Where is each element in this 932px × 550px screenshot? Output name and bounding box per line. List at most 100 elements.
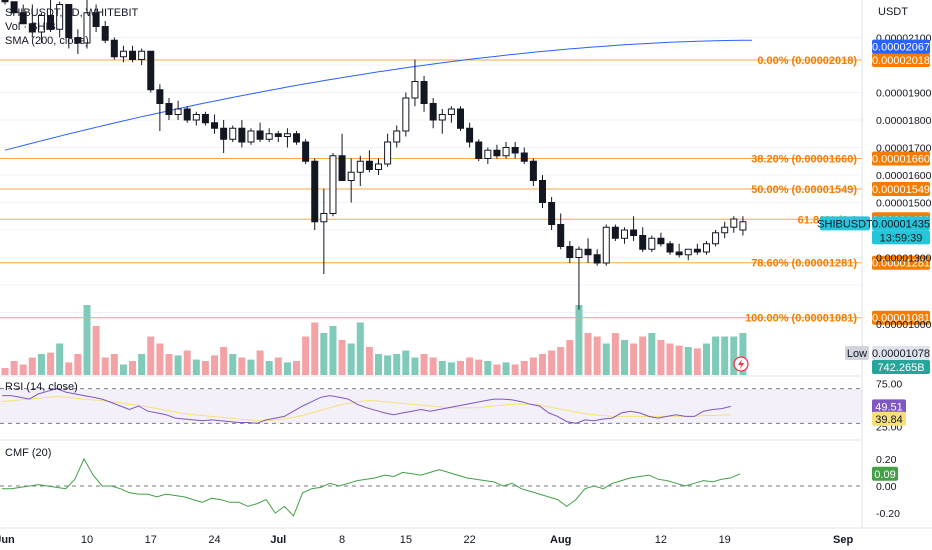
fib-label: 78.60% (0.00001281): [751, 258, 857, 270]
volume-bar: [320, 333, 328, 375]
volume-bar: [238, 357, 246, 375]
fib-badge-text: 0.00001660: [872, 154, 930, 166]
candle-body: [639, 235, 647, 250]
candle-body: [393, 130, 401, 143]
sma-badge: 0.00002067: [872, 42, 930, 54]
rsi-legend[interactable]: RSI (14, close): [5, 381, 78, 393]
volume-bar: [138, 354, 146, 375]
rsi-value-badge: 49.51: [875, 401, 903, 413]
candle-body: [347, 171, 355, 181]
volume-bar: [420, 354, 428, 375]
price-tick: 0.00001000: [876, 319, 932, 331]
symbol-badge-box: [820, 216, 870, 231]
candle-body: [129, 50, 137, 60]
candle-body: [265, 133, 273, 140]
volume-bar: [557, 347, 565, 375]
candle-body: [110, 39, 118, 58]
volume-bar: [101, 357, 109, 375]
candle-body: [693, 248, 701, 253]
volume-bar: [402, 350, 410, 375]
price-tick: 0.00001600: [876, 170, 932, 182]
candle-body: [375, 163, 383, 170]
fib-badge: [872, 151, 930, 166]
low-label-badge: Low: [847, 348, 867, 360]
candle-body: [65, 4, 73, 38]
candle-body: [538, 180, 546, 203]
candle-body: [229, 127, 237, 140]
sma-legend[interactable]: SMA (200, close): [5, 35, 89, 47]
volume-bar: [65, 362, 73, 375]
candle-body: [520, 152, 528, 162]
volume-bar: [721, 336, 729, 375]
volume-bar: [429, 357, 437, 375]
volume-bar: [693, 348, 701, 375]
fib-badge: [872, 310, 930, 325]
candle-body: [174, 108, 182, 115]
countdown-badge-box: [872, 230, 930, 245]
volume-bar: [438, 361, 446, 375]
time-label: 8: [339, 534, 345, 546]
candle-body: [511, 147, 519, 154]
candle-body: [365, 160, 373, 170]
rsi-tick: 75.00: [876, 379, 902, 391]
time-axis-labels: Jun 10 17 24 Jul 8 15 22 Aug 12 19 Sep: [0, 534, 853, 546]
candle-body: [101, 26, 109, 41]
candle-body: [493, 149, 501, 157]
candles: [1, 0, 747, 310]
time-label: 17: [145, 534, 157, 546]
volume-bar: [639, 336, 647, 375]
candle-body: [10, 1, 18, 14]
candle-body: [484, 149, 492, 159]
fib-label: 38.20% (0.00001660): [751, 154, 857, 166]
candle-body: [311, 160, 319, 223]
candle-body: [165, 103, 173, 115]
rsi-ma-line: [1, 395, 731, 422]
price-tick: 0.00001300: [876, 253, 932, 265]
candle-body: [92, 12, 100, 27]
currency-label[interactable]: USDT: [878, 6, 908, 18]
volume-bar: [356, 322, 364, 375]
candle-body: [192, 114, 200, 121]
volume-bar: [247, 359, 255, 375]
candle-body: [575, 248, 583, 258]
time-label: 24: [208, 534, 220, 546]
last-price-badge: 0.00001435: [872, 218, 930, 230]
price-tick: 0.00001800: [876, 115, 932, 127]
volume-bar: [393, 354, 401, 375]
candle-body: [220, 127, 228, 140]
fib-badge-text: 0.00002018: [872, 55, 930, 67]
volume-bar: [712, 336, 720, 375]
volume-bar: [74, 354, 82, 375]
cmf-legend[interactable]: CMF (20): [5, 447, 52, 459]
candle-body: [566, 246, 574, 258]
candle-body: [138, 50, 146, 60]
candle-body: [466, 127, 474, 143]
alert-icon[interactable]: [733, 356, 749, 372]
candle-body: [293, 133, 301, 143]
volume-bar: [347, 343, 355, 375]
price-tick: 0.00001900: [876, 88, 932, 100]
volume-badge: 742.265B: [877, 362, 924, 374]
time-label: 19: [719, 534, 731, 546]
candle-body: [83, 12, 91, 44]
fib-label: 0.00% (0.00002018): [757, 55, 857, 67]
candle-body: [201, 114, 209, 124]
volume-bar: [110, 354, 118, 375]
candle-body: [211, 122, 219, 129]
cmf-value-badge-box: [872, 466, 898, 481]
volume-bar: [566, 340, 574, 375]
candle-body: [320, 213, 328, 223]
volume-bar: [37, 354, 45, 375]
volume-bar: [675, 345, 683, 375]
cmf-tick: -0.20: [876, 508, 900, 520]
volume-bar: [475, 359, 483, 375]
candle-body: [620, 229, 628, 239]
candle-body: [721, 226, 729, 234]
candle-body: [457, 108, 464, 129]
volume-bar: [1, 368, 9, 375]
volume-legend[interactable]: Vol · SHIB: [5, 21, 56, 33]
time-label: 22: [463, 534, 475, 546]
symbol-legend[interactable]: SHIBUSDT, 1D, WHITEBIT: [5, 7, 139, 19]
candle-body: [739, 221, 747, 231]
candle-body: [475, 141, 483, 159]
